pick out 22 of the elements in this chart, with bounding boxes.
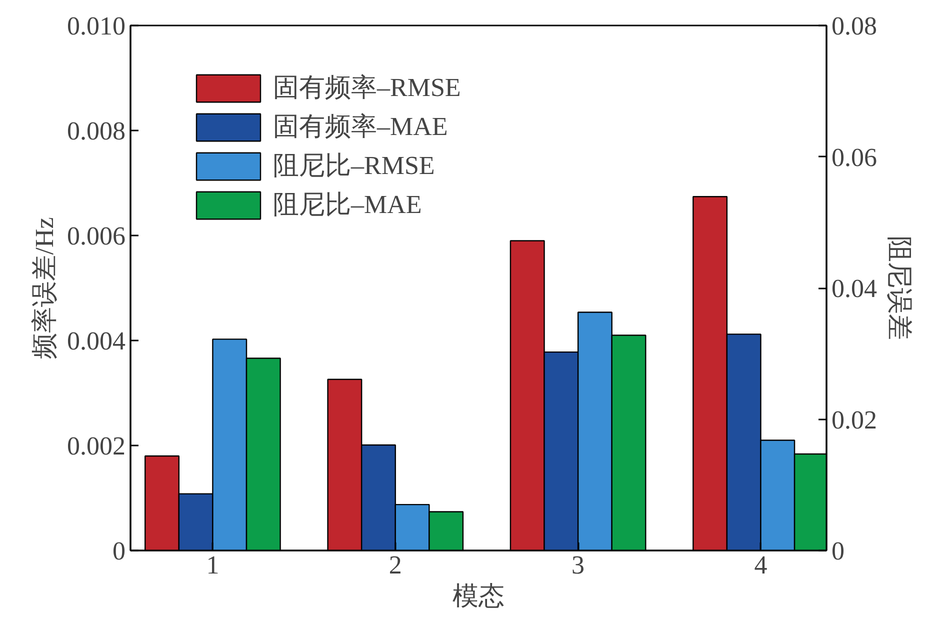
legend-label: 阻尼比–MAE	[273, 189, 422, 221]
y-axis-title: 频率误差/Hz	[30, 217, 59, 359]
x-tick-label: 4	[754, 550, 768, 580]
x-tick-label: 2	[388, 550, 402, 580]
y2-axis-title: 阻尼误差	[885, 236, 914, 340]
y2-tick-label: 0.04	[832, 274, 877, 303]
y2-tick-label: 0.02	[832, 405, 877, 434]
y-tick-label: 0.010	[67, 12, 126, 40]
x-tick-label: 1	[206, 550, 220, 580]
legend-label: 固有频率–MAE	[273, 111, 448, 143]
y-tick-label: 0.006	[67, 222, 126, 250]
y2-tick-label: 0	[832, 536, 844, 566]
y-tick-label: 0.004	[67, 326, 126, 356]
legend-label: 阻尼比–RMSE	[273, 150, 435, 182]
x-tick-label: 3	[572, 550, 585, 580]
y2-tick-label: 0.06	[832, 142, 877, 172]
y-tick-label: 0.002	[67, 432, 126, 460]
x-axis-title: 模态	[452, 582, 504, 610]
y-tick-label: 0.008	[67, 116, 126, 146]
y-tick-label: 0	[112, 536, 126, 566]
y2-tick-label: 0.08	[832, 12, 877, 40]
legend-label: 固有频率–RMSE	[273, 72, 461, 104]
